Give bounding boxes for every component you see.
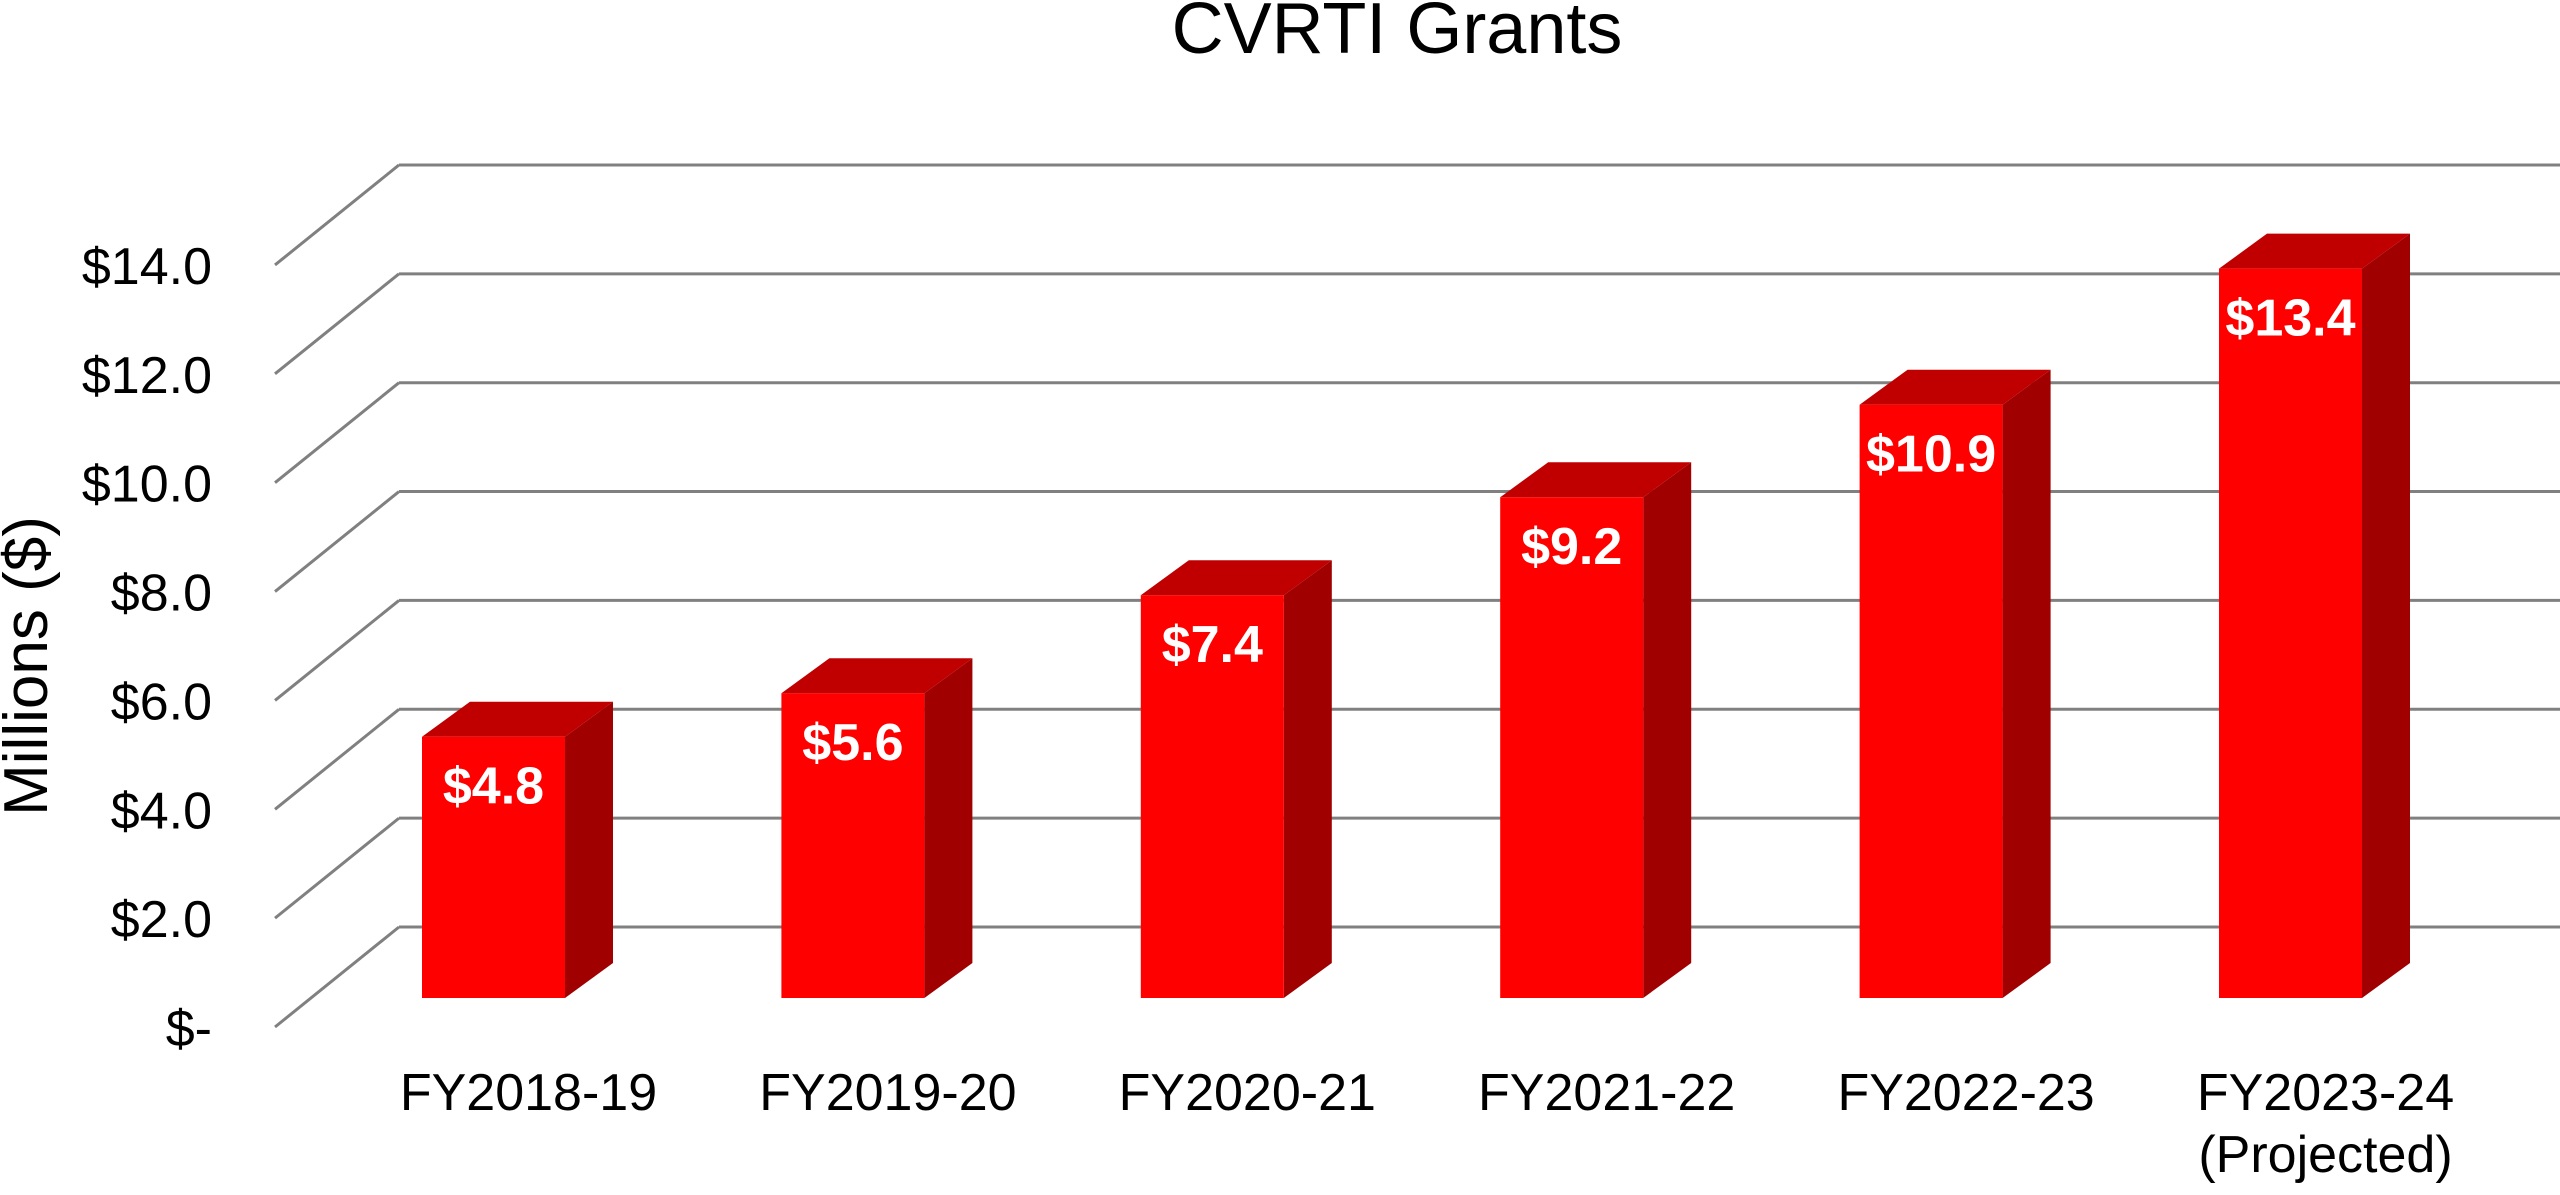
- bars: $4.8 $5.6 $7.4 $9.2 $10.9 $13.4: [422, 233, 2410, 998]
- gridline-depth-3: [274, 599, 400, 702]
- bar-1: $5.6: [781, 658, 973, 998]
- bar-3: $9.2: [1500, 462, 1692, 998]
- bar-5: $13.4: [2219, 233, 2410, 998]
- bar-side: [1643, 462, 1692, 998]
- y-axis-tick-labels: $- $2.0 $4.0 $6.0 $8.0 $10.0 $12.0 $14.0: [82, 238, 212, 1058]
- y-tick-label: $8.0: [111, 565, 212, 623]
- y-tick-label: $6.0: [111, 673, 212, 731]
- y-tick-label: $2.0: [111, 891, 212, 949]
- x-tick-label: FY2021-22: [1478, 1064, 1735, 1122]
- bar-top: [1500, 462, 1692, 498]
- y-tick-label: $12.0: [82, 347, 212, 405]
- y-tick-label: $4.0: [111, 782, 212, 840]
- gridline-depth-1: [274, 816, 400, 920]
- data-label: $13.4: [2225, 290, 2355, 348]
- bar-front: [1140, 595, 1284, 998]
- bar-top: [422, 701, 613, 737]
- bar-front: [781, 693, 925, 998]
- bar-4: $10.9: [1859, 369, 2051, 998]
- bar-side: [565, 701, 613, 998]
- bar-top: [781, 658, 973, 694]
- x-tick-label: FY2019-20: [759, 1064, 1016, 1122]
- bar-2: $7.4: [1140, 560, 1332, 998]
- x-tick-label: FY2020-21: [1119, 1064, 1376, 1122]
- data-label: $5.6: [802, 714, 903, 772]
- y-tick-label: $14.0: [82, 238, 212, 296]
- gridline-depth-6: [274, 272, 400, 376]
- bar-top: [1859, 369, 2051, 405]
- bar-front: [1500, 497, 1644, 998]
- gridline-depth-5: [274, 381, 400, 484]
- gridline-depth-2: [274, 708, 400, 811]
- gridline-depth-7: [274, 163, 400, 267]
- x-tick-label: FY2022-23: [1837, 1064, 2094, 1122]
- bar-side: [2362, 233, 2410, 998]
- x-tick-label: FY2023-24: [2197, 1064, 2454, 1122]
- x-tick-label: (Projected): [2198, 1126, 2452, 1184]
- bar-top: [2219, 233, 2410, 269]
- x-axis-tick-labels: FY2018-19 FY2019-20 FY2020-21 FY2021-22 FY20…: [400, 1064, 2454, 1184]
- bar-top: [1140, 560, 1332, 596]
- y-tick-label: $10.0: [82, 456, 212, 514]
- bar-side: [2002, 369, 2051, 998]
- data-label: $7.4: [1162, 616, 1263, 674]
- bar-front: [2219, 268, 2362, 998]
- chart-title: CVRTI Grants: [1172, 0, 1623, 69]
- y-tick-label: $-: [166, 1000, 212, 1058]
- gridlines: [274, 163, 2560, 1029]
- data-label: $9.2: [1521, 518, 1622, 576]
- x-tick-label: FY2018-19: [400, 1064, 657, 1122]
- data-label: $4.8: [443, 758, 544, 816]
- data-label: $10.9: [1866, 426, 1996, 484]
- bar-front: [1859, 404, 2003, 998]
- y-axis-label: Millions ($): [0, 516, 61, 816]
- bar-side: [1283, 560, 1332, 998]
- bar-side: [924, 658, 973, 998]
- bar-0: $4.8: [422, 701, 613, 998]
- gridline-depth-0: [274, 925, 400, 1029]
- gridline-depth-4: [274, 490, 400, 593]
- bar-front: [422, 736, 565, 998]
